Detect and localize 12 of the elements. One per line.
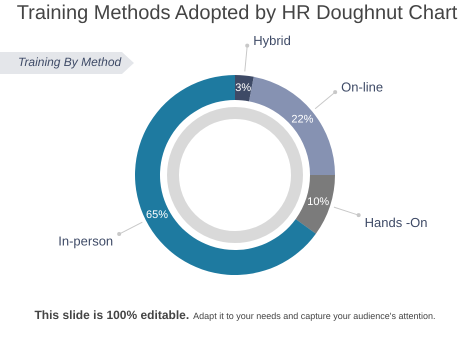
text: Training By Method bbox=[18, 55, 122, 69]
slice-label: In-person bbox=[58, 234, 114, 249]
text: Adapt it to your needs and capture your audience's attention. bbox=[193, 311, 436, 321]
data-label: 10% bbox=[307, 196, 330, 208]
chart-title: Training Methods Adopted by HR Doughnut Chart bbox=[16, 2, 458, 25]
text: This slide is 100% editable. bbox=[34, 308, 190, 322]
slice-label: Hands -On bbox=[364, 214, 428, 230]
data-label: 22% bbox=[291, 113, 314, 126]
data-label: 3% bbox=[235, 82, 252, 94]
slice-label: On-line bbox=[341, 80, 384, 95]
slice-label: Hybrid bbox=[253, 33, 291, 48]
data-label: 65% bbox=[146, 208, 168, 221]
